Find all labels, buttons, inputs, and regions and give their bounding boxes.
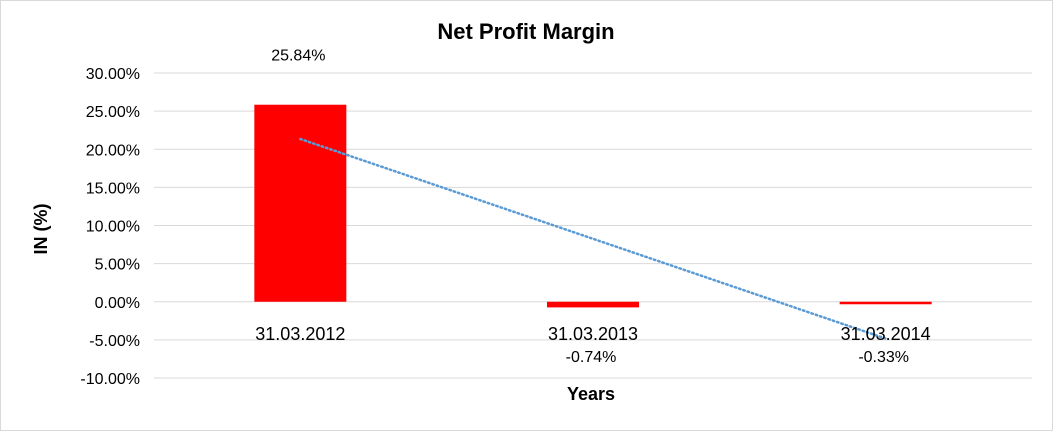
chart-title: Net Profit Margin: [437, 19, 614, 44]
bar: [254, 104, 347, 302]
x-axis-categories: 31.03.2012 31.03.2013 31.03.2014: [255, 324, 930, 344]
y-tick-label: -10.00%: [80, 371, 140, 388]
x-category-label: 31.03.2013: [548, 324, 638, 344]
data-label: -0.74%: [566, 349, 617, 366]
y-tick-label: 25.00%: [86, 104, 140, 121]
data-label: 25.84%: [271, 48, 325, 65]
bar: [839, 301, 932, 305]
data-labels: 25.84% -0.74% -0.33%: [271, 48, 909, 366]
x-category-label: 31.03.2012: [255, 324, 345, 344]
y-tick-label: 20.00%: [86, 142, 140, 159]
y-axis-ticks: 30.00% 25.00% 20.00% 15.00% 10.00% 5.00% 0.00%…: [80, 66, 140, 388]
y-tick-label: 15.00%: [86, 180, 140, 197]
y-axis-title: IN (%): [31, 204, 51, 255]
trendline-group: [299, 137, 887, 340]
bar: [547, 301, 639, 308]
trendline: [299, 137, 887, 340]
y-tick-label: 10.00%: [86, 219, 140, 236]
y-tick-label: 30.00%: [86, 66, 140, 83]
data-label: -0.33%: [858, 349, 909, 366]
y-tick-label: 0.00%: [95, 295, 140, 312]
bars: [254, 104, 932, 308]
y-tick-label: -5.00%: [89, 333, 140, 350]
y-tick-label: 5.00%: [95, 257, 140, 274]
x-axis-title: Years: [567, 384, 615, 404]
x-category-label: 31.03.2014: [841, 324, 931, 344]
